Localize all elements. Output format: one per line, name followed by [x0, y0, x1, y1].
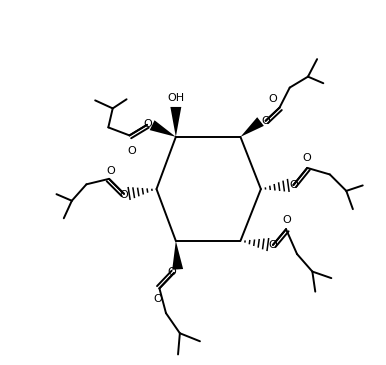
Polygon shape — [150, 120, 176, 137]
Text: O: O — [120, 189, 129, 200]
Polygon shape — [172, 241, 183, 270]
Text: O: O — [269, 93, 277, 104]
Text: O: O — [153, 293, 162, 304]
Text: OH: OH — [167, 93, 185, 103]
Text: O: O — [107, 166, 115, 176]
Polygon shape — [240, 117, 264, 137]
Text: O: O — [289, 180, 298, 190]
Text: O: O — [283, 215, 291, 225]
Text: O: O — [168, 267, 176, 277]
Text: O: O — [269, 240, 277, 250]
Text: O: O — [127, 146, 136, 156]
Text: O: O — [261, 116, 270, 126]
Text: O: O — [143, 119, 152, 129]
Text: O: O — [303, 153, 312, 163]
Polygon shape — [170, 107, 181, 137]
